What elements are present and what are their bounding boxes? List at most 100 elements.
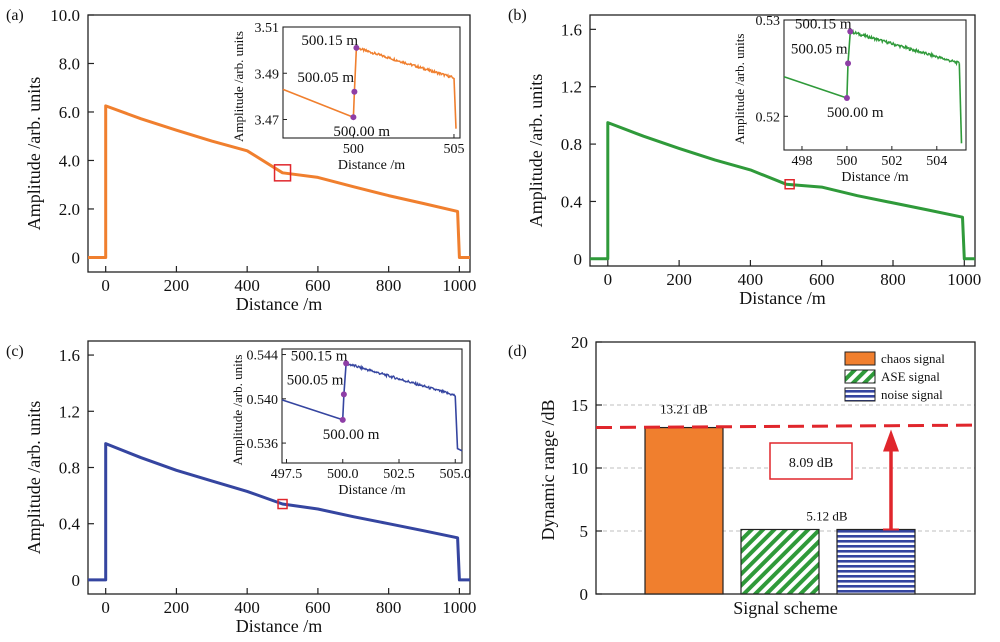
inset-decay-trace [355,45,455,79]
y-axis-label: Amplitude /arb. units [526,74,546,227]
x-tick-label: 800 [880,270,906,289]
x-tick-label: 0 [604,270,613,289]
inset-x-tick-label: 504 [926,154,947,169]
y-axis-label: Amplitude /arb. units [24,401,44,554]
inset-label-50000: 500.00 m [333,124,390,140]
y-tick-label: 0.8 [561,135,582,154]
plot-frame [589,14,976,267]
bar-value-label-chaos: 13.21 dB [660,402,708,417]
inset-marker-dot [845,60,852,67]
y-tick-label: 10.0 [50,6,80,25]
x-tick-label: 0 [101,276,110,295]
x-tick-label: 400 [234,276,260,295]
inset-x-tick-label: 500 [836,154,857,169]
y-tick-label: 0 [574,250,583,269]
x-tick-label: 200 [164,276,190,295]
y-tick-label: 1.2 [59,402,80,421]
reference-dashed-line [595,423,976,430]
panel-letter: (d) [508,343,527,360]
x-tick-label: 600 [305,276,331,295]
inset-y-tick-label: 0.53 [756,14,781,29]
y-tick-label: 4.0 [59,151,80,170]
legend-swatch [844,369,876,384]
x-tick-label: 600 [305,598,331,617]
bar-ASE-signal [740,528,820,595]
inset-label-50015: 500.15 m [795,17,852,33]
inset-label-50015: 500.15 m [301,33,358,49]
x-axis-label: Signal scheme [733,598,837,618]
inset-x-tick-label: 500 [343,142,364,157]
y-tick-label: 0.8 [59,459,80,478]
inset-x-tick-label: 497.5 [271,467,303,482]
inset-marker-dot [843,95,850,101]
x-tick-label: 0 [101,598,110,617]
bar-value-label-noise: 5.12 dB [806,508,848,523]
inset-pre-trace [281,399,343,421]
x-tick-label: 200 [164,598,190,617]
inset-y-axis-label: Amplitude /arb. units [231,31,246,142]
inset-marker-dot [351,88,358,95]
inset-y-tick-label: 3.51 [255,21,280,36]
legend-swatch [844,351,876,366]
inset-decay-trace [849,28,960,67]
legend-label: noise signal [881,387,943,402]
inset-y-tick-label: 0.544 [247,349,279,364]
inset-y-tick-label: 0.540 [247,393,279,408]
bar-chaos-signal [644,426,724,595]
y-tick-label: 1.6 [561,20,582,39]
inset-y-tick-label: 3.49 [255,67,280,82]
y-tick-label: 1.2 [561,78,582,97]
inset-pre-trace [282,88,354,118]
x-tick-label: 1000 [442,276,476,295]
signal-trace [88,442,470,582]
panel-c: (c) 0 0.4 0.8 1.2 1.6 0 200 400 600 800 1000 Distanc… [6,340,476,636]
inset-marker-dot [847,28,854,35]
inset-marker-dot [343,360,350,367]
inset-x-tick-label: 505 [443,142,464,157]
x-tick-label: 1000 [947,270,981,289]
inset-marker-dot [339,416,346,423]
y-tick-label: 2.0 [59,200,80,219]
x-axis-label: Distance /m [236,616,322,636]
legend-label: chaos signal [881,351,945,366]
zoom-region-box [273,164,292,182]
inset-x-tick-label: 500.0 [327,467,359,482]
y-axis-label: Amplitude /arb. units [24,77,44,230]
x-tick-label: 1000 [442,598,476,617]
y-tick-label: 0 [72,248,81,267]
difference-label: 8.09 dB [789,456,833,471]
signal-trace [590,121,975,261]
inset-y-tick-label: 0.52 [756,110,781,125]
x-axis-label: Distance /m [739,288,825,308]
panel-letter: (c) [6,343,24,360]
y-tick-label: 0.4 [561,192,583,211]
panel-b: (b) 0 0.4 0.8 1.2 1.6 0 200 400 600 800 1000 Distanc… [508,7,981,308]
x-tick-label: 400 [738,270,764,289]
inset-label-50005: 500.05 m [297,70,354,86]
plot-frame [87,14,471,273]
inset-tail-trace [958,63,963,144]
y-tick-label: 0 [580,585,589,604]
inset-y-tick-label: 0.536 [247,437,279,452]
y-tick-label: 10 [571,459,588,478]
x-tick-label: 200 [666,270,692,289]
inset-marker-dot [353,44,360,51]
inset-label-50015: 500.15 m [291,348,348,364]
y-tick-label: 5 [580,522,589,541]
inset-y-axis-label: Amplitude /arb. units [732,34,747,145]
x-axis-label: Distance /m [236,294,322,314]
inset-label-50005: 500.05 m [287,372,344,388]
x-tick-label: 800 [376,276,402,295]
panel-d: (d) 0 5 10 15 20 Signal scheme Dynamic range /d… [508,333,976,618]
y-tick-label: 8.0 [59,54,80,73]
inset-label-50000: 500.00 m [323,427,380,443]
inset-x-tick-label: 502 [881,154,902,169]
x-tick-label: 400 [234,598,260,617]
inset-frame [282,26,461,139]
inset-frame [783,19,967,151]
y-tick-label: 1.6 [59,346,80,365]
inset-tail-trace [453,77,457,129]
inset-x-tick-label: 498 [791,154,812,169]
difference-arrow-head [883,429,899,452]
